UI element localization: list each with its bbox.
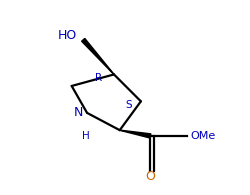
Text: O: O	[145, 170, 155, 183]
Polygon shape	[119, 130, 150, 138]
Polygon shape	[81, 38, 114, 74]
Text: R: R	[95, 73, 102, 83]
Text: N: N	[74, 106, 83, 119]
Text: S: S	[124, 100, 131, 110]
Text: HO: HO	[58, 29, 77, 43]
Text: H: H	[82, 131, 90, 141]
Text: OMe: OMe	[190, 131, 215, 141]
